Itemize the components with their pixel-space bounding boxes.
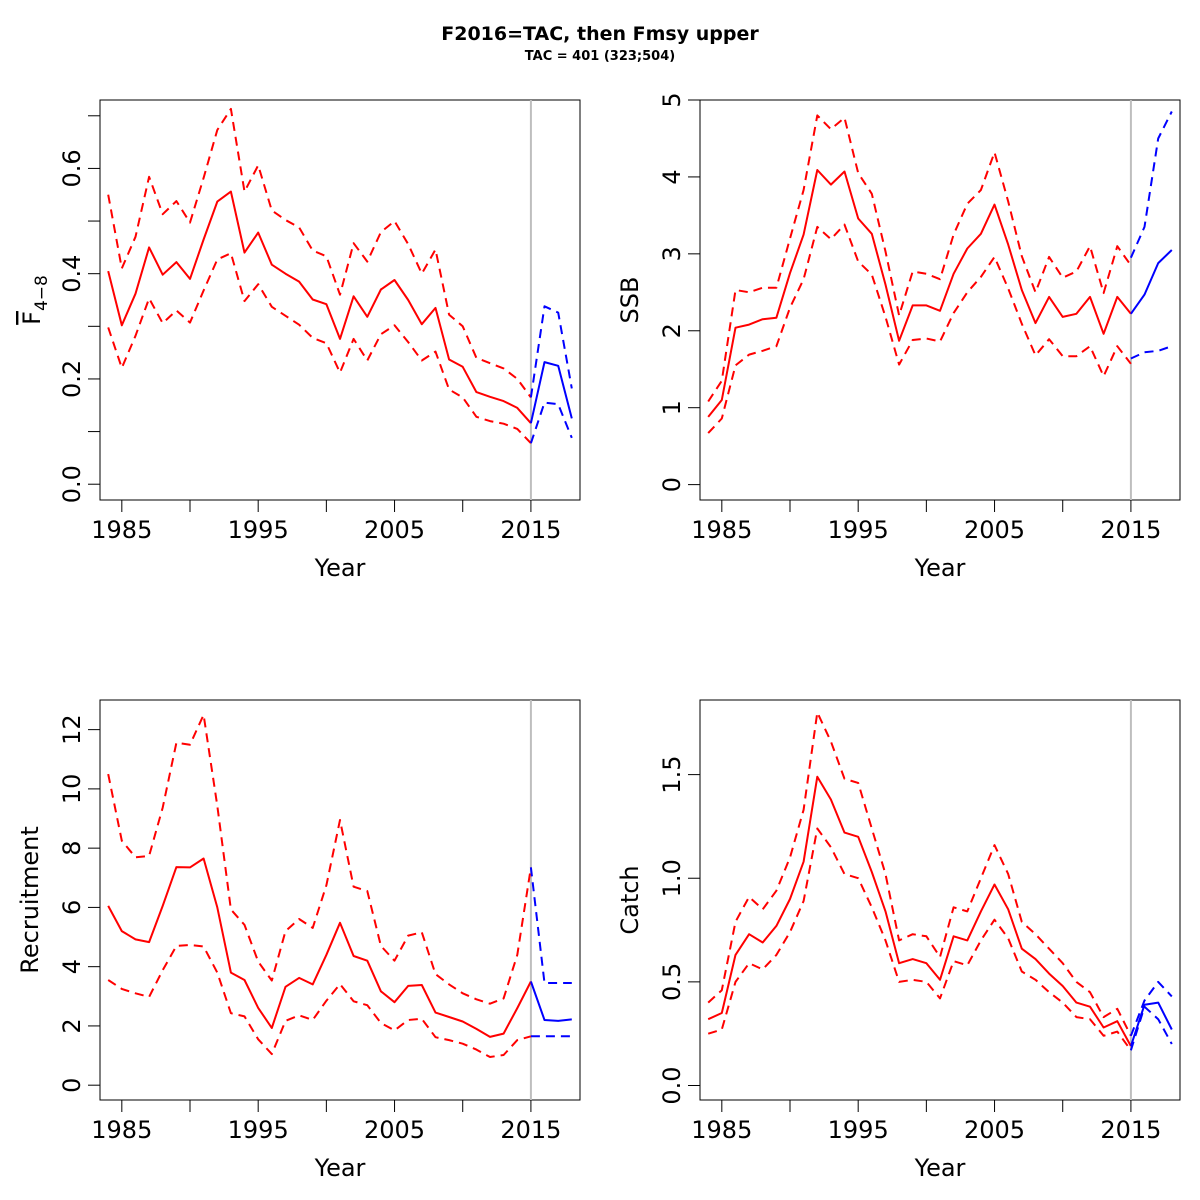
chart-2-y-axis-title: Recruitment <box>16 826 44 973</box>
chart-0-series-forecast-median <box>529 361 573 424</box>
panel-ssb: 1985 1995 2005 2015 0 1 2 3 4 5 Year SSB <box>616 92 1181 582</box>
chart-2-x-tick-label: 2015 <box>500 1116 561 1144</box>
chart-3-x-axis-title: Year <box>914 1154 966 1182</box>
chart-3-y-tick-label: 0.0 <box>658 1066 686 1104</box>
chart-0-y-tick-label: 0.2 <box>58 360 86 398</box>
chart-2-x-axis-title: Year <box>314 1154 366 1182</box>
chart-3-x-tick-label: 2005 <box>964 1116 1025 1144</box>
chart-3-plot-frame <box>699 699 1181 1101</box>
chart-0-series-history-upper <box>107 107 532 398</box>
panel-catch: 1985 1995 2005 2015 0.0 0.5 1.0 1.5 Year Catch <box>616 699 1181 1182</box>
chart-2-plot-frame <box>99 699 581 1101</box>
chart-1-y-tick-label: 4 <box>658 169 686 184</box>
chart-1-series-forecast-upper <box>1129 111 1173 259</box>
chart-0-x-tick-label: 2005 <box>364 516 425 544</box>
figure-subtitle: TAC = 401 (323;504) <box>525 49 675 64</box>
chart-1-y-tick-label: 5 <box>658 92 686 107</box>
chart-2-y-tick-label: 8 <box>58 841 86 856</box>
chart-2-y-tick-label: 6 <box>58 900 86 915</box>
panel-fbar: 1985 1995 2005 2015 0.0 0.2 0.4 0.6 Year F4−8 <box>18 99 581 582</box>
panel-recruitment: 1985 1995 2005 2015 0 2 4 6 8 10 12 Year Recruitment <box>16 699 581 1182</box>
chart-1-y-tick-label: 2 <box>658 323 686 338</box>
chart-1-y-tick-label: 1 <box>658 400 686 415</box>
chart-3-y-axis-title: Catch <box>616 865 644 934</box>
chart-2-series-forecast-median <box>529 981 572 1022</box>
chart-1-x-tick-label: 1995 <box>828 516 889 544</box>
chart-2-y-tick-label: 0 <box>58 1078 86 1093</box>
chart-3-y-tick-label: 1.0 <box>658 859 686 897</box>
chart-2-series-forecast-upper <box>529 867 572 984</box>
chart-0-x-tick-label: 2015 <box>500 516 561 544</box>
chart-1-x-axis-title: Year <box>914 554 966 582</box>
chart-1-series-history-lower <box>707 223 1132 434</box>
chart-3-series-forecast-median <box>1129 1001 1173 1047</box>
chart-1-y-tick-label: 3 <box>658 246 686 261</box>
chart-1-series-history-median <box>707 169 1132 418</box>
chart-1-y-tick-label: 0 <box>658 477 686 492</box>
chart-0-series-history-median <box>107 190 532 424</box>
chart-2-y-tick-label: 2 <box>58 1018 86 1033</box>
chart-3-series-forecast-upper <box>1129 980 1173 1037</box>
chart-0-x-tick-label: 1995 <box>228 516 289 544</box>
chart-2-y-tick-label: 10 <box>58 774 86 805</box>
chart-1-x-tick-label: 2015 <box>1100 516 1161 544</box>
chart-3-y-tick-label: 0.5 <box>658 963 686 1001</box>
chart-1-x-tick-label: 1985 <box>691 516 752 544</box>
chart-1-series-forecast-median <box>1130 249 1173 315</box>
chart-2-x-tick-label: 2005 <box>364 1116 425 1144</box>
chart-3-x-tick-label: 1985 <box>691 1116 752 1144</box>
chart-3-y-tick-label: 1.5 <box>658 756 686 794</box>
chart-0-y-tick-label: 0.4 <box>58 255 86 293</box>
chart-2-x-tick-label: 1985 <box>91 1116 152 1144</box>
chart-2-series-history-median <box>107 857 532 1038</box>
chart-2-x-tick-label: 1995 <box>228 1116 289 1144</box>
chart-1-plot-frame <box>699 99 1181 501</box>
chart-0-series-history-lower <box>107 252 532 444</box>
chart-3-x-tick-label: 1995 <box>828 1116 889 1144</box>
chart-1-series-forecast-lower <box>1130 345 1173 360</box>
chart-0-y-tick-label: 0.0 <box>58 465 86 503</box>
chart-3-series-history-lower <box>707 827 1132 1051</box>
chart-1-y-axis-title: SSB <box>616 277 644 324</box>
chart-1-x-tick-label: 2005 <box>964 516 1025 544</box>
chart-2-y-tick-label: 12 <box>58 714 86 745</box>
chart-2-series-history-lower <box>107 944 532 1058</box>
chart-3-series-history-upper <box>707 711 1132 1037</box>
chart-0-y-axis-title: F4−8 <box>18 275 52 325</box>
figure-title: F2016=TAC, then Fmsy upper <box>441 23 759 45</box>
chart-0-series-forecast-lower <box>529 401 573 444</box>
chart-2-y-tick-label: 4 <box>58 959 86 974</box>
chart-3-x-tick-label: 2015 <box>1100 1116 1161 1144</box>
chart-1-series-history-upper <box>707 114 1132 403</box>
chart-0-series-forecast-upper <box>529 305 573 398</box>
chart-3-series-history-median <box>707 775 1132 1047</box>
chart-2-series-history-upper <box>107 713 532 1005</box>
chart-0-y-tick-label: 0.6 <box>58 149 86 187</box>
chart-0-plot-frame <box>99 99 581 501</box>
chart-0-x-tick-label: 1985 <box>91 516 152 544</box>
chart-0-x-axis-title: Year <box>314 554 366 582</box>
